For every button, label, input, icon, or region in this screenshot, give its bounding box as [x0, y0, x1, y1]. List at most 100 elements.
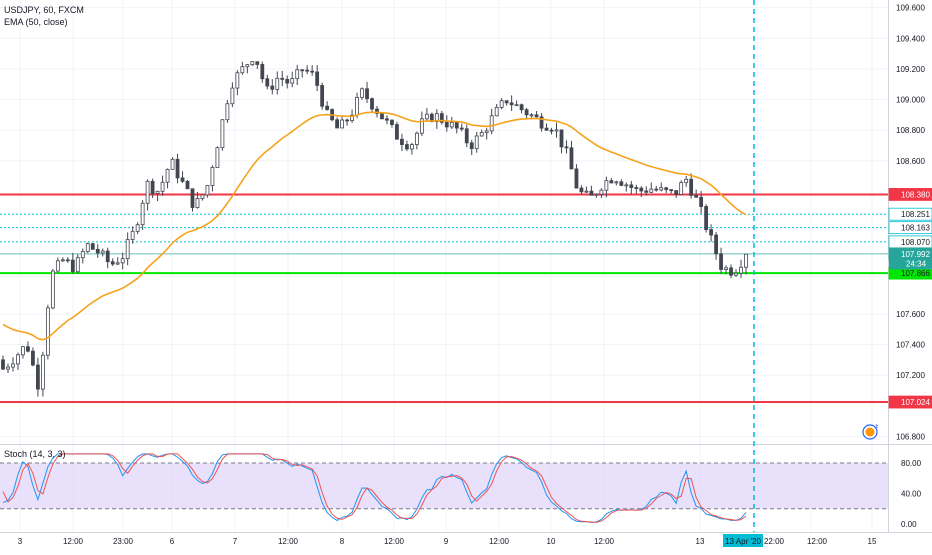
candle-body — [629, 184, 634, 188]
candle-body — [160, 181, 165, 192]
candle-body — [419, 118, 424, 134]
candle-body — [21, 346, 25, 356]
candle-body — [140, 202, 145, 226]
candle-body — [225, 103, 230, 121]
stoch-d-line — [2, 453, 747, 523]
price-level-tag — [888, 221, 932, 235]
candle-body — [370, 98, 374, 110]
time-tick-label: 12:00 — [594, 537, 615, 546]
candle-body — [464, 128, 469, 144]
countdown-label: 24:34 — [906, 259, 927, 268]
candle-body — [694, 195, 699, 198]
time-tick-label: 6 — [170, 537, 175, 546]
stoch-tick-label: 40.00 — [901, 490, 922, 499]
candle-body — [335, 119, 339, 129]
candle-body — [350, 114, 354, 122]
candle-body — [31, 350, 35, 366]
candle-body — [504, 100, 509, 104]
candle-body — [70, 259, 75, 273]
candle-body — [260, 64, 265, 80]
price-level-tag-label: 108.380 — [901, 190, 930, 199]
candle-body — [220, 119, 225, 149]
candle-body — [604, 180, 609, 191]
time-tick-label: 10 — [547, 537, 556, 546]
stoch-band — [0, 463, 888, 509]
price-level-tag-label: 107.992 — [901, 250, 930, 259]
candle-body — [255, 61, 260, 65]
alert-badge-icon[interactable]: 6 — [862, 424, 878, 440]
candle-body — [679, 182, 684, 195]
candle-body — [285, 78, 290, 84]
candle-body — [589, 190, 594, 196]
candle-body — [659, 187, 664, 191]
candle-body — [185, 180, 190, 190]
candle-body — [609, 180, 614, 184]
candle-body — [270, 85, 275, 90]
candle-body — [290, 78, 295, 84]
candle-body — [345, 119, 349, 122]
price-level-tag-label: 108.251 — [901, 210, 930, 219]
time-tick-label: 22:00 — [764, 537, 785, 546]
candle-body — [644, 190, 649, 193]
candle-body — [125, 239, 130, 260]
time-tick-label: 12:00 — [63, 537, 84, 546]
price-tick-label: 106.800 — [896, 432, 925, 441]
price-tick-label: 109.000 — [896, 96, 925, 105]
candle-body — [6, 366, 10, 370]
candle-body — [414, 132, 419, 145]
chart-legend: USDJPY, 60, FXCM EMA (50, close) — [4, 4, 84, 28]
candle-body — [564, 146, 569, 149]
candle-body — [400, 138, 404, 145]
candle-body — [280, 77, 285, 80]
candle-body — [235, 72, 240, 89]
candle-body — [619, 181, 624, 186]
candle-body — [549, 129, 554, 132]
price-tick-label: 109.600 — [896, 4, 925, 13]
candle-body — [250, 61, 255, 66]
candle-body — [36, 364, 40, 390]
candle-body — [100, 250, 105, 254]
time-tick-label: 12:00 — [278, 537, 299, 546]
candle-body — [310, 70, 315, 73]
candle-body — [75, 257, 80, 273]
candle-body — [110, 261, 115, 265]
candle-body — [529, 114, 534, 117]
price-tick-label: 109.400 — [896, 34, 925, 43]
candle-body — [95, 248, 100, 254]
price-tick-label: 109.200 — [896, 65, 925, 74]
candle-body — [469, 142, 474, 150]
candle-body — [115, 262, 120, 265]
stoch-indicator-label[interactable]: Stoch (14, 3, 3) — [4, 449, 66, 459]
candle-body — [105, 250, 110, 263]
candle-body — [599, 189, 604, 195]
candle-body — [320, 85, 325, 107]
time-tick-label: 3 — [18, 537, 23, 546]
candle-body — [150, 180, 155, 194]
candle-body — [16, 354, 20, 365]
candle-body — [574, 168, 579, 189]
price-tick-label: 108.600 — [896, 157, 925, 166]
symbol-title[interactable]: USDJPY, 60, FXCM — [4, 5, 84, 15]
candle-body — [385, 118, 389, 121]
candle-body — [130, 230, 135, 240]
candle-body — [365, 88, 369, 100]
candle-body — [180, 177, 185, 182]
candle-body — [145, 180, 150, 204]
candle-body — [165, 168, 170, 183]
candle-body — [424, 113, 429, 120]
ema-line — [2, 111, 747, 341]
ema-indicator-label[interactable]: EMA (50, close) — [4, 17, 68, 27]
candle-body — [205, 185, 210, 196]
candle-body — [704, 206, 709, 230]
candle-body — [340, 119, 344, 129]
candle-body — [519, 104, 524, 111]
stoch-tick-label: 80.00 — [901, 459, 922, 468]
candle-body — [50, 270, 55, 309]
candle-body — [534, 114, 539, 118]
candle-body — [135, 224, 140, 232]
time-crosshair-tag — [723, 534, 763, 547]
candle-body — [654, 188, 659, 191]
candle-body — [240, 66, 245, 74]
